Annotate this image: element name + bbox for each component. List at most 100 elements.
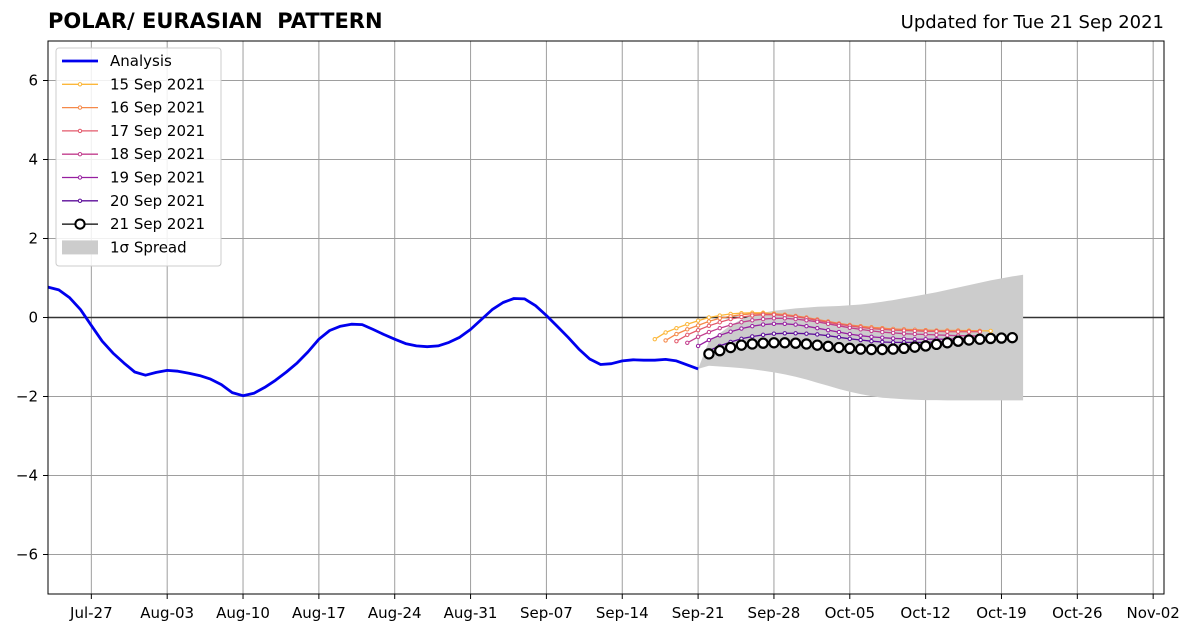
series-20-sep-2021-point xyxy=(750,334,755,339)
series-15-sep-2021-point xyxy=(706,315,712,320)
series-19-sep-2021-point xyxy=(825,327,831,333)
series-18-sep-2021-point xyxy=(923,332,928,337)
series-17-sep-2021-point xyxy=(771,312,777,317)
series-16-sep-2021-point xyxy=(695,323,701,328)
series-21-sep-2021-point xyxy=(963,334,975,346)
series-17-sep-2021-point xyxy=(706,323,712,328)
y-tick-label: 2 xyxy=(28,230,38,248)
series-16-sep-2021-point xyxy=(706,319,712,324)
series-19-sep-2021-point xyxy=(804,323,809,329)
chart-updated-date: Updated for Tue 21 Sep 2021 xyxy=(900,12,1164,33)
series-21-sep-2021-point xyxy=(865,343,878,356)
series-18-sep-2021-point xyxy=(750,318,755,323)
series-20-sep-2021-point xyxy=(782,331,787,336)
series-18-sep-2021-point xyxy=(880,329,885,335)
series-18-sep-2021-point xyxy=(695,334,701,340)
series-21-sep-2021-point xyxy=(1006,331,1019,344)
series-19-sep-2021-point xyxy=(793,322,798,327)
series-18-sep-2021-point xyxy=(793,316,798,322)
series-20-sep-2021-point xyxy=(825,333,831,338)
legend-entry-15-sep-2021-label: 15 Sep 2021 xyxy=(110,75,205,93)
series-19-sep-2021-point xyxy=(901,336,907,342)
series-18-sep-2021-point xyxy=(825,321,831,327)
series-21-sep-2021-point xyxy=(876,343,888,356)
series-21-sep-2021-point xyxy=(703,348,715,360)
series-18-sep-2021-point xyxy=(858,327,863,332)
plot-border xyxy=(47,40,1165,595)
series-18-sep-2021-point xyxy=(945,333,950,338)
x-tick-label: Aug-03 xyxy=(140,604,194,622)
x-tick-label: Sep-14 xyxy=(596,604,649,622)
series-18-sep-2021-point xyxy=(706,329,712,335)
series-21-sep-2021-point xyxy=(822,340,834,353)
series-21-sep-2021-point xyxy=(984,332,997,345)
series-19-sep-2021-point xyxy=(782,321,787,327)
series-21-sep-2021-point xyxy=(930,338,943,351)
series-17-sep-2021-point xyxy=(685,332,690,338)
series-18-sep-2021-point xyxy=(890,330,896,336)
legend-entry-17-sep-2021-label: 17 Sep 2021 xyxy=(110,122,205,140)
series-19-sep-2021-point xyxy=(858,333,863,338)
x-tick-label: Aug-17 xyxy=(292,604,346,622)
y-tick-label: −4 xyxy=(16,467,38,485)
series-18-sep-2021-point xyxy=(728,322,733,328)
y-tick-label: 0 xyxy=(28,309,38,327)
series-17-sep-2021-point xyxy=(934,329,939,334)
series-18-sep-2021-point xyxy=(815,319,820,325)
series-18-sep-2021-point xyxy=(912,331,917,337)
legend-entry-20-sep-2021-label: 20 Sep 2021 xyxy=(110,192,205,210)
series-21-sep-2021-point xyxy=(844,342,856,355)
series-15-sep-2021-point xyxy=(663,330,668,335)
series-21-sep-2021-point xyxy=(974,333,986,345)
series-17-sep-2021-point xyxy=(760,312,766,317)
series-20-sep-2021-point xyxy=(847,336,852,342)
legend-entry-spread-label: 1σ Spread xyxy=(110,238,187,256)
legend: Analysis 15 Sep 2021 16 Sep 2021 17 Sep 202… xyxy=(55,47,222,267)
series-18-sep-2021-point xyxy=(869,328,874,334)
series-19-sep-2021-point xyxy=(836,329,842,335)
series-21-sep-2021-point xyxy=(941,337,954,349)
series-17-sep-2021-point xyxy=(717,320,722,325)
series-21-sep-2021-point xyxy=(724,341,737,354)
series-20-sep-2021-point xyxy=(836,335,842,340)
series-16-sep-2021-point xyxy=(674,331,679,337)
series-17-sep-2021-point xyxy=(977,329,983,334)
series-21-sep-2021-point xyxy=(919,340,932,352)
series-19-sep-2021-point xyxy=(695,343,701,349)
x-tick-label: Oct-26 xyxy=(1052,604,1102,622)
series-21-sep-2021-point xyxy=(768,337,780,349)
series-19-sep-2021-point xyxy=(739,326,744,331)
series-21-sep-2021-point xyxy=(854,343,867,355)
series-20-sep-2021-point xyxy=(815,332,820,337)
series-analysis-line xyxy=(47,285,699,398)
y-tick-label: 6 xyxy=(28,72,38,90)
series-18-sep-2021-point xyxy=(901,331,907,336)
y-tick-label: −6 xyxy=(16,546,38,564)
series-21-sep-2021-point xyxy=(714,344,726,357)
series-19-sep-2021-point xyxy=(771,321,777,327)
series-20-sep-2021-point xyxy=(804,331,809,336)
y-tick-label: 4 xyxy=(28,151,38,169)
series-18-sep-2021-point xyxy=(847,325,852,330)
series-18-sep-2021-point xyxy=(685,340,690,345)
series-19-sep-2021-point xyxy=(760,322,766,327)
legend-entry-21-sep-2021-marker xyxy=(74,218,86,230)
series-21-sep-2021-point xyxy=(757,337,769,349)
series-17-sep-2021-point xyxy=(728,316,733,322)
series-16-sep-2021-point xyxy=(685,327,690,332)
chart-title: POLAR/ EURASIAN PATTERN xyxy=(48,9,383,33)
series-18-sep-2021-point xyxy=(739,320,744,325)
legend-entry-analysis-label: Analysis xyxy=(110,52,172,70)
legend-entry-17-sep-2021-marker xyxy=(77,128,83,134)
series-16-sep-2021-point xyxy=(717,316,722,321)
x-tick-label: Sep-21 xyxy=(672,604,725,622)
series-19-sep-2021-point xyxy=(880,335,885,340)
y-tick-label: −2 xyxy=(16,388,38,406)
legend-entry-21-sep-2021-label: 21 Sep 2021 xyxy=(110,215,205,233)
x-tick-label: Jul-27 xyxy=(69,604,113,622)
x-tick-label: Sep-07 xyxy=(520,604,573,622)
series-20-sep-2021-point xyxy=(869,339,874,344)
series-20-sep-2021-point xyxy=(858,337,863,343)
series-17-sep-2021-point xyxy=(750,313,755,318)
series-21-sep-2021-point xyxy=(995,332,1008,344)
